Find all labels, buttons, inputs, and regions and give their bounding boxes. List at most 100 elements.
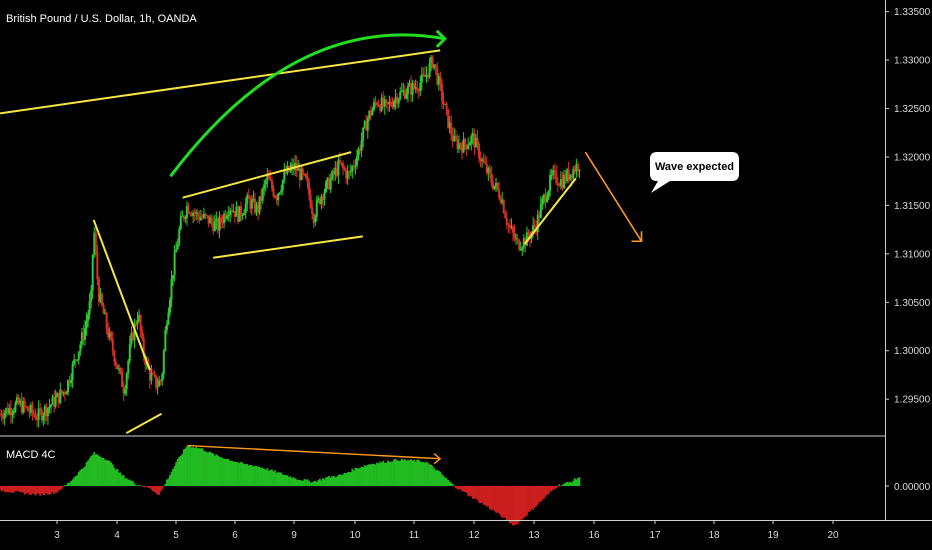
candle	[94, 225, 97, 257]
candle	[476, 129, 479, 151]
candle	[461, 141, 464, 160]
trendline[interactable]	[212, 235, 364, 259]
candle	[128, 335, 131, 365]
macd-bar	[340, 474, 343, 486]
candle	[34, 408, 37, 421]
macd-bar	[156, 486, 159, 495]
candle	[405, 88, 408, 100]
candle	[410, 75, 413, 103]
trendline[interactable]	[92, 219, 151, 371]
macd-bar	[468, 486, 471, 497]
candle	[235, 201, 238, 217]
trendline[interactable]	[125, 412, 163, 434]
candle	[76, 359, 79, 362]
macd-bar	[139, 485, 142, 486]
trendline[interactable]	[0, 49, 441, 115]
macd-bar	[357, 468, 360, 486]
price-axis[interactable]: 1.29500 1.30000 1.30500 1.31000 1.31500 1.320…	[885, 0, 931, 520]
time-axis[interactable]: 3 4 5 6 9 10 11 12 13 16 17 18 19 20	[0, 520, 932, 541]
candle	[73, 353, 76, 367]
projection-arrow[interactable]	[584, 151, 643, 242]
macd-bar	[272, 471, 275, 486]
macd-bar	[229, 460, 232, 486]
macd-bar	[442, 475, 445, 486]
candle	[283, 162, 286, 184]
candle	[110, 330, 113, 343]
macd-bar	[320, 480, 323, 486]
candle	[515, 233, 518, 245]
candle	[519, 241, 522, 251]
macd-bar	[87, 460, 89, 486]
trendline[interactable]	[523, 177, 577, 245]
macd-bar	[53, 486, 55, 495]
candle	[190, 210, 193, 217]
time-tick-label: 6	[232, 530, 238, 541]
macd-bar	[42, 486, 45, 495]
candle	[258, 196, 261, 216]
macd-bar	[216, 455, 219, 486]
candle	[119, 367, 122, 375]
candle	[467, 137, 470, 151]
candle	[164, 325, 167, 352]
candle	[178, 225, 181, 247]
price-pane[interactable]	[0, 55, 581, 428]
candle	[15, 393, 18, 406]
curved-arrow[interactable]	[169, 33, 446, 178]
macd-bar	[530, 486, 533, 510]
macd-bar	[227, 459, 230, 486]
candle	[478, 141, 481, 164]
macd-bar	[376, 462, 378, 486]
macd-bar	[196, 448, 199, 486]
macd-bar	[441, 474, 443, 486]
macd-bar	[425, 461, 428, 486]
macd-bar	[312, 481, 315, 486]
candle	[482, 152, 485, 164]
macd-bar	[162, 485, 165, 487]
macd-bar	[173, 466, 176, 486]
macd-bar	[315, 481, 318, 486]
macd-bar	[56, 486, 59, 493]
macd-bar	[306, 479, 309, 486]
macd-bar	[195, 447, 198, 486]
candle	[355, 149, 358, 170]
candle	[335, 161, 338, 178]
candle	[278, 191, 281, 196]
macd-bar	[499, 486, 502, 516]
price-tick-label: 1.31500	[894, 201, 931, 212]
price-tick-label: 1.32000	[894, 152, 931, 163]
macd-bar	[380, 462, 383, 486]
macd-bar	[420, 462, 423, 486]
candle	[204, 212, 207, 220]
macd-bar	[458, 486, 460, 490]
candle	[546, 192, 549, 204]
macd-divergence-arrow[interactable]	[187, 444, 441, 460]
candle	[470, 133, 473, 151]
candle	[113, 349, 116, 367]
macd-bar	[241, 462, 244, 486]
macd-bar	[119, 472, 122, 486]
macd-pane[interactable]	[0, 445, 581, 526]
macd-bar	[142, 486, 145, 487]
candle	[252, 190, 255, 203]
macd-bar	[394, 458, 397, 486]
macd-bar	[284, 474, 287, 486]
macd-bar	[566, 481, 569, 486]
macd-bar	[93, 452, 96, 486]
macd-bar	[488, 486, 491, 509]
candle	[555, 165, 558, 186]
candle	[39, 402, 42, 416]
trendline[interactable]	[182, 151, 352, 199]
candle	[572, 165, 575, 181]
candle	[218, 211, 221, 239]
macd-bar	[235, 462, 238, 486]
candle	[244, 197, 247, 220]
price-tick-label: 1.31000	[894, 249, 931, 260]
candle	[2, 409, 5, 424]
macd-bar	[533, 486, 536, 508]
callout-wave-expected[interactable]: Wave expected	[650, 152, 739, 193]
macd-bar	[436, 469, 439, 486]
candle	[419, 75, 422, 97]
indicator-label: MACD 4C	[6, 449, 56, 461]
candle	[320, 193, 323, 210]
